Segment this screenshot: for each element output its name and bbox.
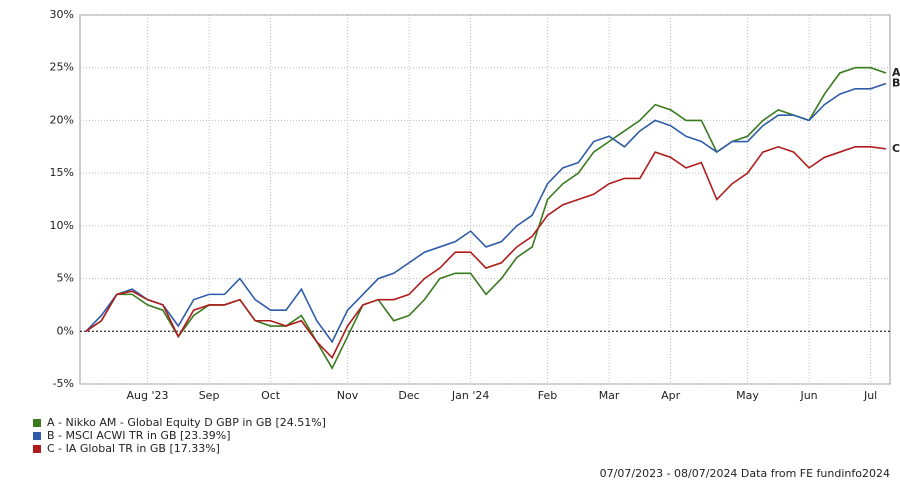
x-tick-label: May: [736, 389, 759, 402]
x-tick-label: Apr: [661, 389, 681, 402]
y-tick-label: 30%: [50, 8, 74, 21]
legend-swatch: [33, 432, 41, 440]
legend-swatch: [33, 419, 41, 427]
x-tick-label: Sep: [199, 389, 220, 402]
x-tick-label: Dec: [398, 389, 419, 402]
y-tick-label: 20%: [50, 113, 74, 126]
x-tick-label: Jun: [799, 389, 817, 402]
footer: 07/07/2023 - 08/07/2024 Data from FE fun…: [600, 467, 890, 480]
series-line: [85, 82, 887, 344]
x-tick-label: Mar: [599, 389, 620, 402]
end-label: A: [892, 66, 900, 79]
y-tick-label: 25%: [50, 61, 74, 74]
y-tick-label: 15%: [50, 166, 74, 179]
y-tick-label: 0%: [57, 324, 74, 337]
y-tick-label: 5%: [57, 272, 74, 285]
y-tick-label: -5%: [53, 377, 74, 390]
series-line: [85, 66, 887, 370]
series-line: [85, 145, 887, 360]
x-tick-label: Oct: [261, 389, 281, 402]
legend-label: B - MSCI ACWI TR in GB [23.39%]: [47, 429, 231, 442]
x-tick-label: Jan '24: [451, 389, 489, 402]
x-tick-label: Nov: [337, 389, 359, 402]
x-tick-label: Jul: [863, 389, 877, 402]
end-label: C: [892, 142, 900, 155]
end-label: B: [892, 77, 900, 90]
x-tick-label: Aug '23: [127, 389, 169, 402]
legend-swatch: [33, 445, 41, 453]
plot-frame: [79, 14, 891, 385]
y-tick-label: 10%: [50, 219, 74, 232]
x-tick-label: Feb: [538, 389, 557, 402]
legend-label: C - IA Global TR in GB [17.33%]: [47, 442, 220, 455]
legend-label: A - Nikko AM - Global Equity D GBP in GB…: [47, 416, 326, 429]
